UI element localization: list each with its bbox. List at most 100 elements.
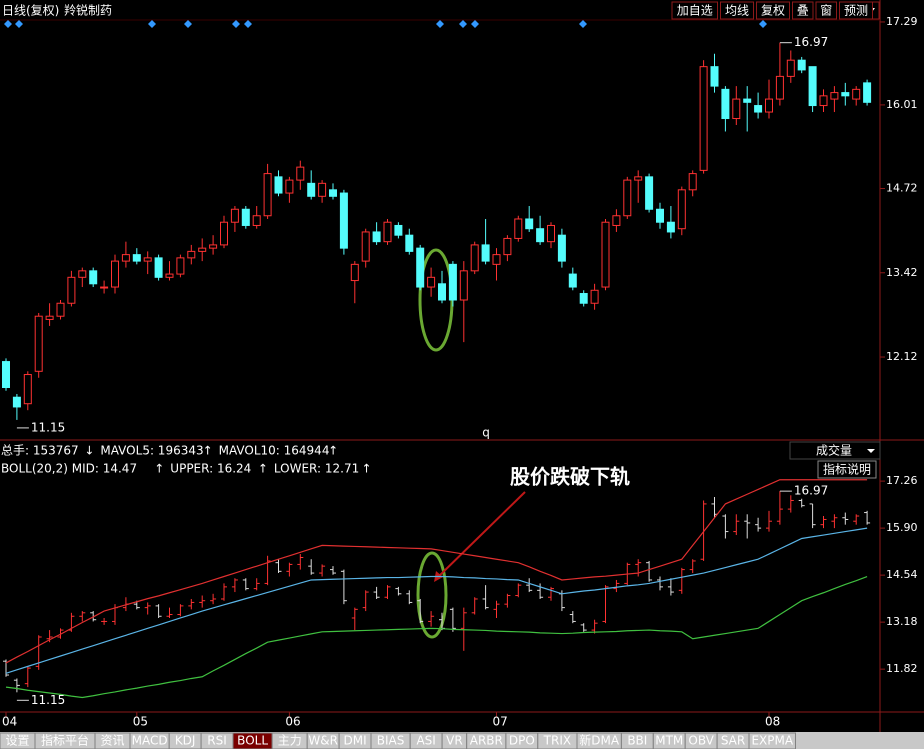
- candle-body: [830, 92, 839, 100]
- tab-label: TRIX: [543, 734, 571, 748]
- candle-body: [339, 192, 348, 249]
- header-button[interactable]: [756, 1, 790, 20]
- event-diamond: [436, 20, 444, 28]
- candle-body: [67, 276, 76, 304]
- candle-body: [481, 244, 490, 262]
- candle-body: [688, 173, 697, 191]
- candle-body: [514, 218, 523, 239]
- tab-label: W&R: [308, 734, 338, 748]
- candle-body: [329, 189, 337, 197]
- event-diamond: [15, 20, 23, 28]
- volume-legend-text: 总手: 153767: [1, 444, 79, 458]
- tab-label: 资讯: [100, 734, 124, 748]
- candle-body: [786, 59, 795, 77]
- legend-arrow: ↑: [203, 444, 213, 458]
- candle-body: [732, 98, 741, 120]
- candle-body: [448, 263, 457, 301]
- event-diamond: [184, 20, 192, 28]
- candle-body: [394, 224, 403, 236]
- tab-label: DMI: [343, 734, 366, 748]
- tab[interactable]: [748, 732, 796, 749]
- candle-body: [623, 179, 632, 217]
- tab-label: 指标平台: [41, 733, 89, 748]
- candle-body: [350, 263, 359, 282]
- indicator-dropdown[interactable]: [789, 441, 881, 460]
- candle-body: [819, 95, 828, 107]
- candle-body: [547, 224, 555, 243]
- candle-body: [405, 234, 414, 252]
- candle-body: [78, 270, 87, 278]
- candle-body: [721, 88, 730, 120]
- candle-body: [154, 257, 163, 278]
- boll-lower-line: [5, 575, 868, 699]
- candle-body: [590, 289, 599, 304]
- tab-label: VR: [446, 734, 463, 748]
- candle-body: [568, 273, 577, 288]
- tab-label: ASI: [416, 734, 435, 748]
- y-tick-label: 13.42: [886, 266, 918, 279]
- candle-body: [198, 247, 207, 252]
- candle-body: [525, 218, 534, 230]
- candle-body: [645, 176, 654, 210]
- y-tick-label: 14.72: [886, 182, 918, 195]
- x-tick-label: 07: [493, 715, 508, 729]
- dropdown-label: 成交量: [816, 443, 852, 458]
- candle-body: [754, 105, 763, 113]
- candle-body: [775, 75, 784, 100]
- candle-body: [100, 286, 109, 289]
- candle-body: [165, 273, 174, 278]
- y-tick-label: 16.01: [886, 98, 918, 111]
- volume-legend-text: MAVOL10: 164944: [219, 444, 330, 458]
- candle-body: [220, 221, 228, 246]
- header-button[interactable]: [839, 1, 873, 20]
- candle-body: [230, 208, 239, 223]
- candle-body: [710, 66, 719, 87]
- candle-body: [863, 82, 872, 103]
- tab-label: ARBR: [470, 734, 503, 748]
- candle-body: [743, 98, 752, 103]
- candle-body: [285, 179, 294, 194]
- boll-mid-line: [5, 527, 868, 674]
- candle-body: [56, 302, 65, 317]
- boll-legend-text: BOLL(20,2) MID: 14.47: [1, 462, 137, 476]
- tab-label: OBV: [688, 734, 714, 748]
- extreme-label: 16.97: [794, 484, 828, 498]
- event-diamond: [232, 20, 240, 28]
- candle-body: [12, 396, 21, 408]
- boll-legend-text: UPPER: 16.24: [170, 462, 251, 476]
- candle-body: [209, 244, 218, 249]
- y-tick-label: 17.29: [886, 15, 918, 28]
- tab-label: 主力: [278, 734, 302, 748]
- header-button[interactable]: [671, 1, 718, 20]
- highlight-ellipse: [416, 551, 448, 639]
- candle-body: [263, 173, 272, 217]
- candle-body: [372, 231, 381, 243]
- x-tick-label: 08: [765, 715, 780, 729]
- candle-body: [677, 189, 686, 230]
- header-button[interactable]: [792, 1, 814, 20]
- candle-body: [187, 250, 196, 259]
- candle-body: [252, 215, 261, 226]
- legend-arrow: ↑: [362, 462, 372, 476]
- candle-body: [579, 293, 588, 304]
- candle-body: [416, 247, 425, 288]
- tab-label: SAR: [721, 734, 745, 748]
- candle-body: [438, 283, 446, 301]
- boll-legend-text: LOWER: 12.71: [274, 462, 359, 476]
- header-button[interactable]: [815, 1, 837, 20]
- legend-arrow: ↑: [328, 444, 338, 458]
- candle-body: [34, 315, 43, 372]
- candle-body: [427, 276, 436, 288]
- header-button[interactable]: [720, 1, 754, 20]
- event-markers: [4, 20, 767, 28]
- tab-label: 设置: [5, 734, 29, 748]
- event-diamond: [459, 20, 467, 28]
- candle-body: [361, 231, 370, 262]
- help-button[interactable]: [817, 460, 877, 479]
- tab-label: DPO: [509, 734, 535, 748]
- candle-body: [89, 270, 98, 285]
- candle-body: [459, 270, 468, 301]
- event-diamond: [579, 20, 587, 28]
